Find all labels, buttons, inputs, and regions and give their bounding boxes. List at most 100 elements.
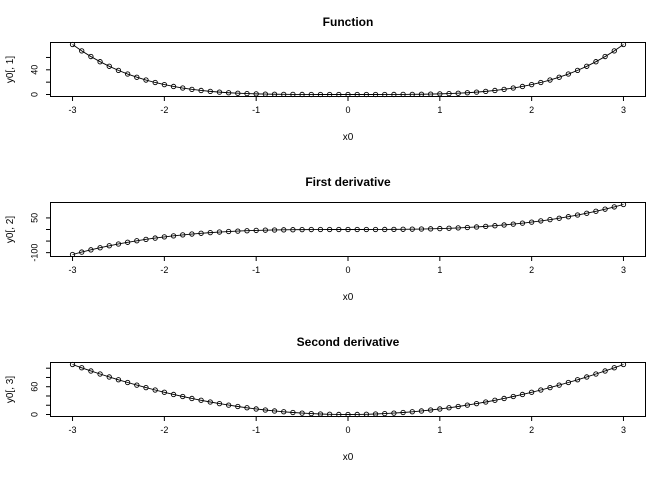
open-circle-marker: [464, 90, 471, 96]
open-circle-marker: [97, 371, 103, 377]
open-circle-marker: [207, 399, 213, 405]
plot-area: -3 -2 -1 0 1 2 3 -100 50: [30, 201, 646, 275]
open-circle-marker: [593, 371, 599, 377]
open-circle-marker: [473, 224, 480, 230]
open-circle-marker: [473, 400, 480, 407]
y-tick-label: 40: [30, 65, 40, 75]
open-circle-marker: [363, 411, 370, 417]
open-circle-marker: [299, 91, 305, 98]
open-circle-marker: [326, 226, 333, 233]
open-circle-marker: [235, 228, 241, 234]
open-circle-marker: [483, 88, 489, 95]
open-circle-marker: [565, 214, 572, 220]
open-circle-marker: [620, 41, 627, 48]
open-circle-marker: [244, 405, 250, 411]
open-circle-marker: [124, 239, 131, 245]
open-circle-marker: [299, 410, 305, 416]
open-circle-marker: [106, 374, 112, 380]
open-circle-marker: [391, 410, 397, 416]
x-tick-label: 0: [345, 265, 350, 275]
open-circle-marker: [528, 389, 535, 395]
plot-box: [50, 42, 646, 97]
panel-title: Function: [323, 15, 374, 29]
open-circle-marker: [446, 225, 452, 231]
open-circle-marker: [262, 227, 269, 233]
open-circle-marker: [79, 48, 85, 54]
open-circle-marker: [143, 236, 149, 243]
open-circle-marker: [455, 225, 461, 231]
open-circle-marker: [106, 243, 112, 249]
open-circle-marker: [538, 218, 544, 224]
open-circle-marker: [391, 226, 397, 233]
open-circle-marker: [69, 251, 76, 258]
open-circle-marker: [382, 91, 388, 98]
open-circle-marker: [189, 231, 195, 237]
y-tick-label: -100: [30, 244, 40, 262]
open-circle-marker: [446, 90, 452, 97]
open-circle-marker: [317, 411, 324, 417]
open-circle-marker: [115, 377, 122, 383]
open-circle-marker: [363, 91, 370, 98]
open-circle-marker: [317, 91, 324, 98]
open-circle-marker: [161, 81, 168, 88]
open-circle-marker: [501, 395, 507, 402]
open-circle-marker: [253, 227, 259, 234]
plot-area: -3 -2 -1 0 1 2 3 0 60: [30, 361, 646, 435]
x-tick-label: -3: [69, 265, 77, 275]
open-circle-marker: [382, 410, 388, 417]
open-circle-marker: [336, 91, 342, 98]
panel-title: First derivative: [305, 175, 391, 189]
open-circle-marker: [427, 226, 434, 232]
open-circle-marker: [455, 90, 461, 96]
series-line: [72, 44, 624, 95]
open-circle-marker: [317, 226, 324, 233]
open-circle-marker: [198, 397, 204, 403]
open-circle-marker: [290, 91, 296, 98]
y-tick-label: 60: [30, 382, 40, 392]
open-circle-marker: [88, 247, 94, 253]
open-circle-marker: [225, 90, 232, 96]
open-circle-marker: [574, 377, 581, 383]
open-circle-marker: [124, 71, 131, 77]
open-circle-marker: [207, 229, 213, 236]
open-circle-marker: [473, 89, 480, 95]
open-circle-marker: [79, 365, 85, 371]
open-circle-marker: [170, 233, 177, 239]
open-circle-marker: [565, 379, 572, 386]
open-circle-marker: [519, 391, 526, 398]
open-circle-marker: [547, 216, 553, 223]
open-circle-marker: [152, 79, 158, 86]
open-circle-marker: [455, 403, 461, 410]
open-circle-marker: [584, 210, 590, 216]
open-circle-marker: [593, 59, 599, 65]
first-derivative-panel: First derivative y0[, 2] x0 -3 -2 -1 0 1 2 3 -1…: [5, 175, 646, 303]
open-circle-marker: [354, 226, 360, 233]
open-circle-marker: [79, 249, 85, 255]
open-circle-marker: [483, 223, 489, 230]
open-circle-marker: [134, 74, 140, 80]
x-axis-label: x0: [343, 132, 354, 143]
open-circle-marker: [189, 86, 195, 92]
open-circle-marker: [225, 228, 232, 235]
open-circle-marker: [216, 89, 223, 95]
open-circle-marker: [372, 226, 379, 233]
panel-title: Second derivative: [297, 335, 400, 349]
open-circle-marker: [510, 393, 516, 400]
open-circle-marker: [345, 91, 351, 98]
open-circle-marker: [271, 91, 278, 97]
open-circle-marker: [584, 374, 590, 380]
open-circle-marker: [336, 226, 342, 233]
open-circle-marker: [225, 402, 232, 408]
open-circle-marker: [308, 226, 314, 233]
y-tick-label: 50: [30, 213, 40, 223]
open-circle-marker: [391, 91, 397, 98]
open-circle-marker: [602, 53, 608, 60]
open-circle-marker: [584, 63, 590, 69]
open-circle-marker: [244, 90, 250, 97]
open-circle-marker: [492, 87, 498, 94]
open-circle-marker: [547, 384, 553, 391]
open-circle-marker: [308, 410, 314, 417]
y-axis-label: y0[, 3]: [5, 376, 16, 403]
x-tick-label: -1: [252, 425, 260, 435]
open-circle-marker: [216, 400, 223, 407]
